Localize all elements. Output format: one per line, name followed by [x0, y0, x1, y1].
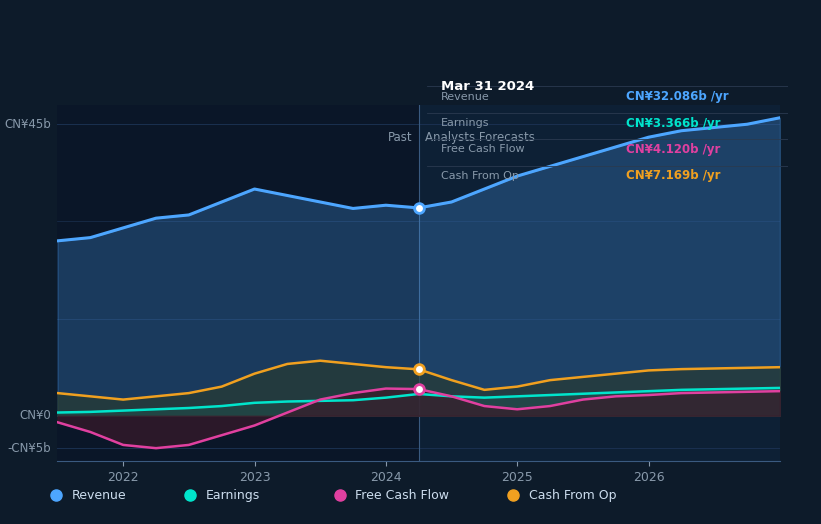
Text: Earnings: Earnings — [442, 118, 490, 128]
Text: Free Cash Flow: Free Cash Flow — [355, 489, 449, 501]
Bar — [419, 105, 780, 461]
Text: CN¥45b: CN¥45b — [4, 118, 51, 130]
Text: Cash From Op: Cash From Op — [529, 489, 617, 501]
Text: Free Cash Flow: Free Cash Flow — [442, 145, 525, 155]
Bar — [57, 105, 419, 461]
Text: CN¥7.169b /yr: CN¥7.169b /yr — [626, 169, 720, 182]
Text: Mar 31 2024: Mar 31 2024 — [442, 81, 534, 93]
Text: Revenue: Revenue — [71, 489, 126, 501]
Text: CN¥4.120b /yr: CN¥4.120b /yr — [626, 143, 720, 156]
Text: CN¥32.086b /yr: CN¥32.086b /yr — [626, 90, 728, 103]
Text: Revenue: Revenue — [442, 92, 490, 102]
Text: Analysts Forecasts: Analysts Forecasts — [425, 130, 535, 144]
Text: CN¥3.366b /yr: CN¥3.366b /yr — [626, 116, 720, 129]
Text: Earnings: Earnings — [205, 489, 259, 501]
Text: -CN¥5b: -CN¥5b — [7, 442, 51, 455]
Text: Cash From Op: Cash From Op — [442, 171, 519, 181]
Text: CN¥0: CN¥0 — [19, 409, 51, 422]
Text: Past: Past — [388, 130, 412, 144]
